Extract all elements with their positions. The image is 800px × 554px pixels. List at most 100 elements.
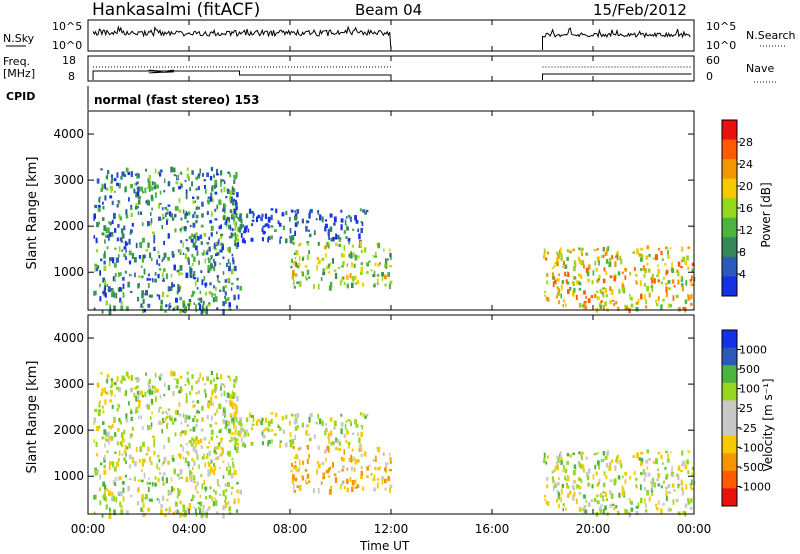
- velocity-cell: [307, 480, 311, 483]
- velocity-cell: [148, 389, 152, 395]
- power-cell: [117, 254, 120, 258]
- power-cell: [196, 287, 199, 290]
- power-cell: [601, 291, 605, 294]
- power-cell: [376, 278, 379, 284]
- power-cell: [198, 304, 202, 310]
- velocity-cell: [225, 466, 228, 472]
- power-cell: [609, 257, 612, 261]
- velocity-cell: [656, 478, 660, 482]
- velocity-cell: [339, 484, 342, 490]
- velocity-cell: [664, 467, 667, 470]
- power-cell: [352, 228, 355, 232]
- power-cell: [635, 273, 638, 277]
- freq-tick-bottom: 8: [68, 70, 75, 83]
- power-cell: [197, 236, 200, 241]
- power-cell: [264, 213, 268, 220]
- velocity-cell: [140, 479, 144, 483]
- velocity-cell: [655, 506, 659, 511]
- power-cell: [305, 278, 308, 281]
- velocity-cell: [627, 511, 629, 515]
- velocity-cell: [209, 486, 212, 490]
- power-cell: [255, 216, 259, 223]
- power-cell: [233, 174, 236, 179]
- power-cell: [602, 305, 605, 310]
- velocity-cell: [128, 454, 132, 460]
- power-cell: [151, 207, 153, 211]
- velocity-cell: [271, 439, 273, 444]
- velocity-cell: [103, 429, 107, 435]
- power-cell: [556, 278, 560, 282]
- power-cell: [337, 266, 340, 270]
- velocity-cell: [220, 428, 222, 433]
- velocity-cell: [327, 467, 331, 472]
- power-cell: [239, 215, 242, 221]
- power-cell: [574, 276, 577, 280]
- power-cell: [677, 261, 681, 267]
- velocity-cell: [657, 468, 659, 472]
- power-cell: [96, 178, 100, 184]
- velocity-cell: [596, 452, 599, 455]
- velocity-cell: [279, 440, 282, 443]
- velocity-cell: [210, 429, 214, 435]
- power-cell: [665, 269, 669, 275]
- power-cell: [644, 305, 648, 309]
- power-cell: [277, 221, 281, 225]
- velocity-cell: [231, 390, 234, 394]
- velocity-cell: [574, 467, 577, 471]
- power-cell: [602, 294, 605, 298]
- power-cell: [591, 280, 594, 285]
- power-cell: [322, 271, 326, 276]
- power-cell: [93, 213, 97, 219]
- velocity-cell: [158, 458, 161, 463]
- velocity-cell: [292, 466, 295, 470]
- power-cell: [241, 224, 245, 228]
- power-cell: [216, 277, 219, 282]
- power-cell: [318, 214, 322, 221]
- velocity-cell: [185, 397, 188, 404]
- velocity-cell: [201, 483, 204, 490]
- power-cell: [334, 242, 338, 247]
- colorbar-swatch: [722, 347, 737, 366]
- power-cell: [195, 304, 197, 310]
- power-cell: [104, 280, 107, 287]
- power-cell: [546, 273, 549, 277]
- velocity-cell: [573, 481, 576, 484]
- power-cell: [331, 258, 335, 264]
- power-cell: [324, 219, 328, 222]
- velocity-cell: [111, 404, 114, 409]
- velocity-cell: [682, 490, 684, 496]
- power-cell: [121, 249, 124, 252]
- velocity-cell: [306, 447, 310, 450]
- power-cell: [210, 263, 213, 269]
- power-cell: [230, 232, 233, 239]
- velocity-cell: [191, 374, 194, 379]
- velocity-cell: [556, 496, 560, 499]
- velocity-cell: [317, 487, 320, 494]
- power-cell: [191, 233, 194, 238]
- power-cell: [292, 279, 295, 286]
- velocity-cell: [195, 508, 197, 514]
- velocity-cell: [237, 446, 240, 451]
- velocity-cell: [376, 482, 379, 488]
- velocity-cell: [184, 510, 188, 517]
- velocity-cell: [327, 432, 331, 439]
- power-cell: [301, 271, 305, 277]
- velocity-cell: [147, 405, 151, 410]
- power-cell: [586, 271, 590, 277]
- power-cell: [381, 272, 385, 277]
- power-cell: [558, 300, 560, 305]
- power-cell: [332, 236, 335, 242]
- velocity-cell: [104, 496, 107, 502]
- freq-noise: [148, 69, 174, 74]
- power-cell: [148, 174, 151, 180]
- velocity-cell: [150, 461, 153, 466]
- velocity-cell: [614, 465, 617, 471]
- velocity-cell: [206, 446, 210, 449]
- velocity-cell: [227, 375, 231, 379]
- velocity-cell: [354, 458, 358, 465]
- power-cell: [353, 252, 355, 258]
- power-cell: [236, 277, 239, 281]
- velocity-cell: [175, 501, 178, 507]
- power-cell: [293, 285, 297, 289]
- velocity-cell: [222, 490, 225, 496]
